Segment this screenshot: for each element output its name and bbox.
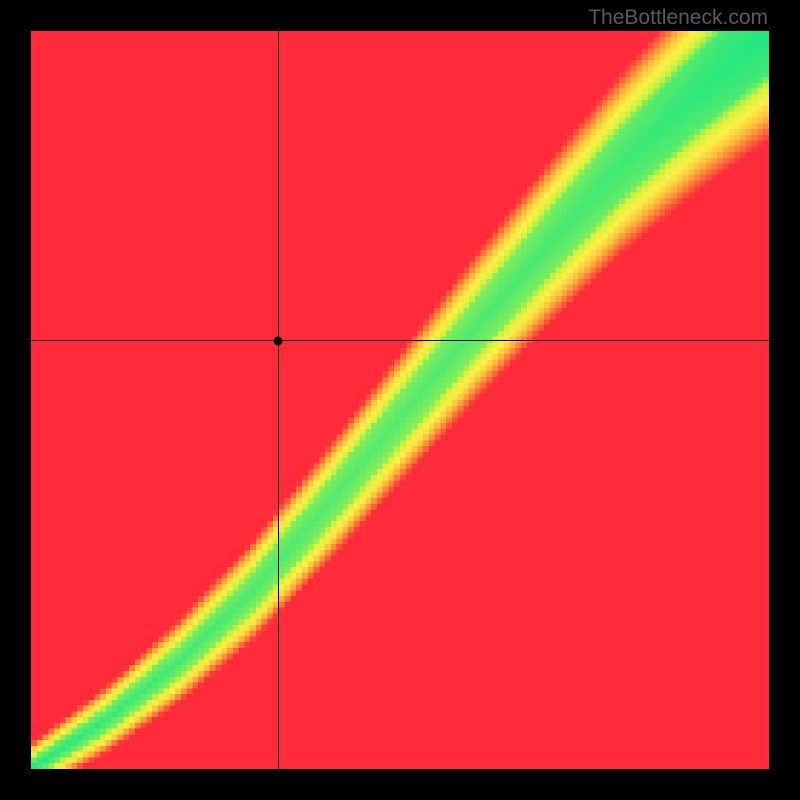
selection-marker	[274, 336, 283, 345]
bottleneck-heatmap	[31, 31, 769, 769]
watermark-text: TheBottleneck.com	[588, 6, 768, 30]
heatmap-canvas	[31, 31, 769, 769]
crosshair-vertical	[278, 31, 279, 769]
crosshair-horizontal	[31, 340, 769, 341]
